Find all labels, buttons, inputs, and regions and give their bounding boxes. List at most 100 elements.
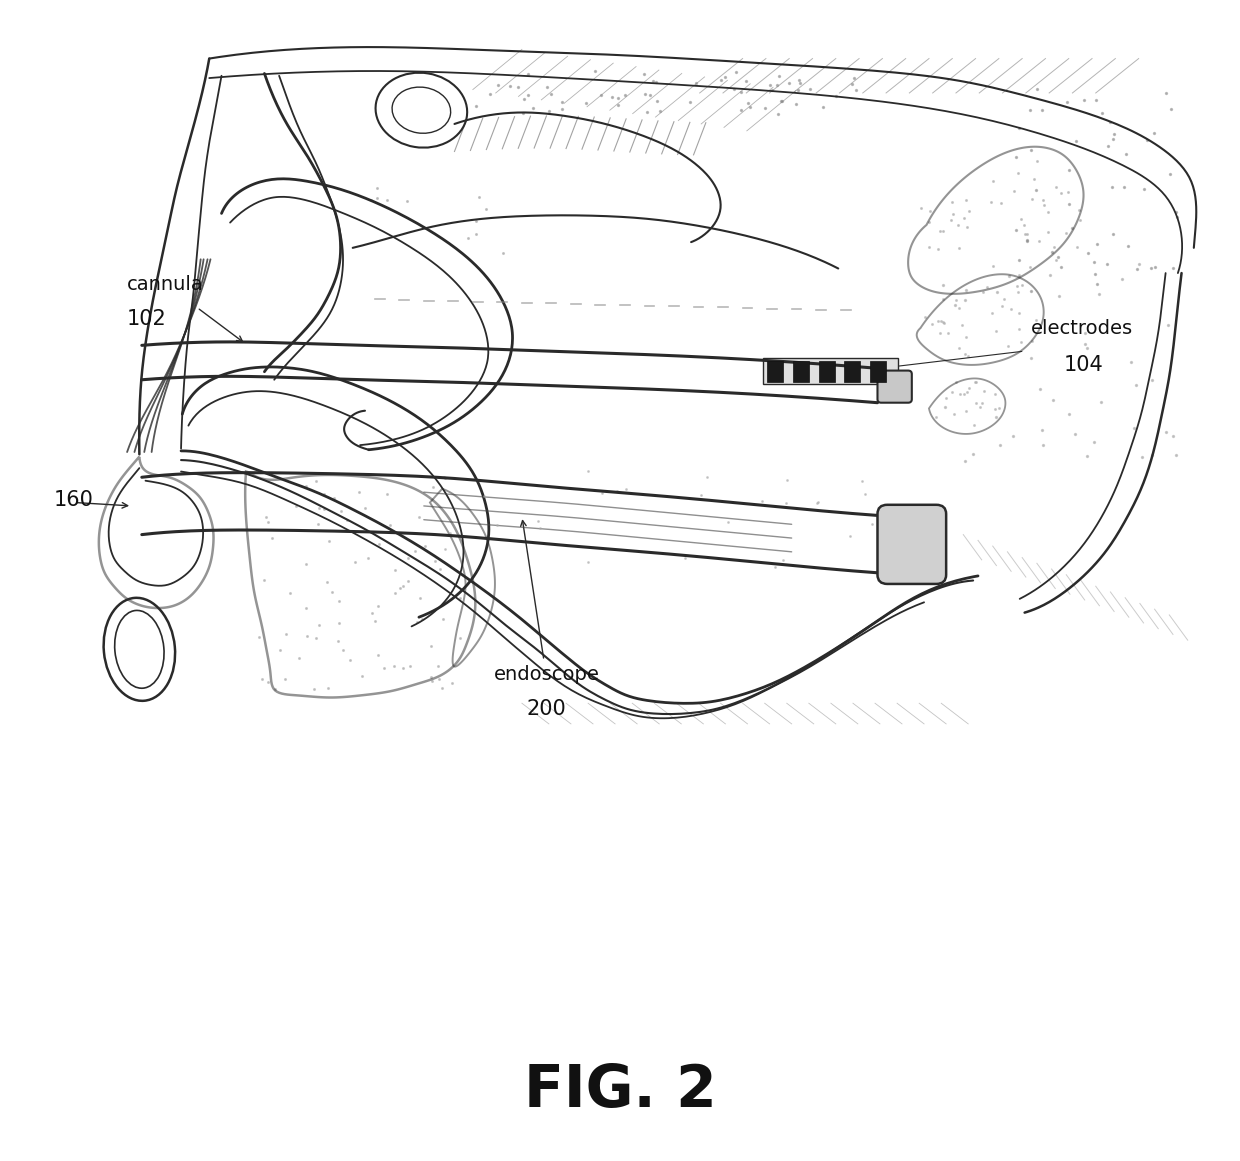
Point (1121, 352, 1141, 370)
Point (296, 476, 316, 495)
Point (374, 658, 394, 677)
Point (1070, 210, 1090, 229)
Point (1061, 219, 1081, 238)
Point (1078, 339, 1097, 358)
Point (1008, 164, 1028, 182)
Point (1167, 208, 1187, 226)
Point (476, 200, 496, 218)
Point (942, 193, 962, 211)
Point (1007, 147, 1027, 166)
Point (787, 80, 807, 99)
Point (314, 485, 334, 504)
Point (945, 296, 965, 315)
Point (407, 613, 427, 632)
Bar (870, 361, 887, 382)
Point (635, 65, 655, 84)
Point (942, 383, 962, 402)
Point (1085, 265, 1105, 283)
Point (954, 384, 973, 403)
Point (1125, 419, 1145, 438)
Point (542, 85, 562, 103)
Point (950, 339, 970, 358)
Point (711, 71, 730, 89)
Point (954, 209, 973, 228)
Point (262, 529, 281, 548)
Point (990, 398, 1009, 417)
Point (1137, 130, 1157, 149)
Point (500, 77, 520, 95)
Point (827, 87, 847, 106)
Point (786, 95, 806, 114)
Point (435, 540, 455, 558)
Point (807, 493, 827, 512)
Point (578, 553, 598, 571)
Point (718, 513, 738, 532)
Point (430, 560, 450, 578)
Text: 102: 102 (128, 309, 167, 329)
Point (377, 190, 397, 209)
Point (280, 584, 300, 603)
Point (932, 312, 952, 331)
Point (965, 373, 985, 391)
Point (973, 283, 993, 302)
Point (422, 636, 441, 655)
Point (1104, 125, 1123, 144)
Point (277, 625, 296, 643)
Point (1130, 254, 1149, 273)
Point (529, 518, 549, 536)
Point (1011, 210, 1030, 229)
Point (691, 486, 711, 505)
Point (928, 239, 947, 258)
Point (885, 520, 905, 539)
Point (552, 100, 572, 118)
Point (434, 468, 454, 486)
Point (991, 194, 1011, 212)
Point (900, 533, 920, 551)
Point (352, 666, 372, 685)
Point (986, 385, 1006, 404)
Point (1159, 165, 1179, 183)
Point (304, 680, 324, 699)
Point (539, 101, 559, 120)
Point (1102, 178, 1122, 196)
Point (697, 468, 717, 486)
Point (959, 201, 978, 219)
Point (977, 277, 997, 296)
Point (322, 583, 342, 601)
Point (1038, 202, 1058, 221)
Point (920, 201, 940, 219)
Point (609, 96, 629, 115)
Point (1016, 224, 1035, 243)
Point (1141, 259, 1161, 277)
Point (760, 75, 780, 94)
Point (1009, 251, 1029, 269)
Point (258, 672, 278, 691)
Point (1127, 259, 1147, 277)
Point (1017, 230, 1037, 248)
Point (966, 373, 986, 391)
Point (975, 382, 994, 401)
Point (319, 532, 339, 550)
Point (1027, 181, 1047, 200)
Point (813, 98, 833, 116)
Point (765, 557, 785, 576)
Point (368, 646, 388, 664)
Point (972, 394, 992, 412)
Bar (764, 358, 898, 384)
Point (647, 92, 667, 110)
Point (1087, 275, 1107, 294)
Point (358, 549, 378, 568)
Point (1135, 180, 1154, 199)
Point (1047, 178, 1066, 196)
Point (1097, 254, 1117, 273)
Point (518, 86, 538, 104)
Point (1009, 118, 1029, 137)
Point (487, 515, 507, 534)
Point (494, 244, 513, 262)
Point (675, 549, 694, 568)
Point (591, 484, 611, 503)
Point (317, 678, 337, 697)
Point (915, 308, 935, 326)
Point (615, 481, 635, 499)
Point (730, 84, 750, 102)
